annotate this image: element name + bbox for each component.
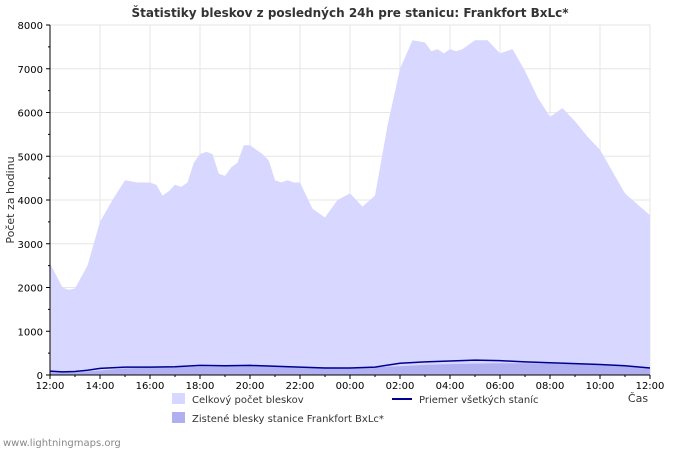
legend-label-average: Priemer všetkých staníc	[419, 394, 539, 406]
legend-label-total: Celkový počet bleskov	[192, 394, 304, 406]
y-tick-label: 1000	[18, 327, 43, 338]
x-tick-label: 10:00	[586, 381, 615, 392]
axes	[46, 24, 651, 379]
y-tick-label: 0	[37, 371, 43, 382]
x-tick-label: 08:00	[536, 381, 565, 392]
chart-title: Štatistiky bleskov z posledných 24h pre …	[131, 5, 569, 20]
y-tick-label: 5000	[18, 152, 43, 163]
x-tick-label: 06:00	[486, 381, 515, 392]
x-tick-label: 00:00	[336, 381, 365, 392]
x-tick-label: 20:00	[236, 381, 265, 392]
x-tick-label: 04:00	[436, 381, 465, 392]
footer-credit: www.lightningmaps.org	[3, 438, 121, 449]
series-line-2	[49, 359, 651, 373]
x-tick-label: 12:00	[636, 381, 665, 392]
legend-swatch-total	[172, 393, 185, 404]
series-area-1	[50, 363, 650, 375]
y-tick-label: 2000	[18, 284, 43, 295]
y-axis-label: Počet za hodinu	[4, 156, 17, 243]
y-tick-label: 4000	[18, 196, 43, 207]
legend: Celkový počet bleskov Priemer všetkých s…	[172, 393, 539, 425]
y-tick-label: 8000	[18, 21, 43, 32]
x-tick-label: 22:00	[286, 381, 315, 392]
y-tick-label: 6000	[18, 109, 43, 120]
series-layer	[49, 40, 651, 376]
x-tick-label: 16:00	[136, 381, 165, 392]
x-tick-label: 18:00	[186, 381, 215, 392]
x-tick-label: 12:00	[36, 381, 65, 392]
legend-swatch-station	[172, 412, 185, 423]
x-axis-label: Čas	[628, 392, 648, 405]
y-tick-label: 7000	[18, 65, 43, 76]
legend-label-station: Zistené blesky stanice Frankfort BxLc*	[192, 413, 384, 425]
x-tick-label: 14:00	[86, 381, 115, 392]
x-tick-label: 02:00	[386, 381, 415, 392]
series-area-0	[50, 40, 650, 376]
y-tick-label: 3000	[18, 240, 43, 251]
tick-labels: 0 1000 2000 3000 4000 5000 6000 7000 8000 12:00 14…	[18, 21, 665, 392]
